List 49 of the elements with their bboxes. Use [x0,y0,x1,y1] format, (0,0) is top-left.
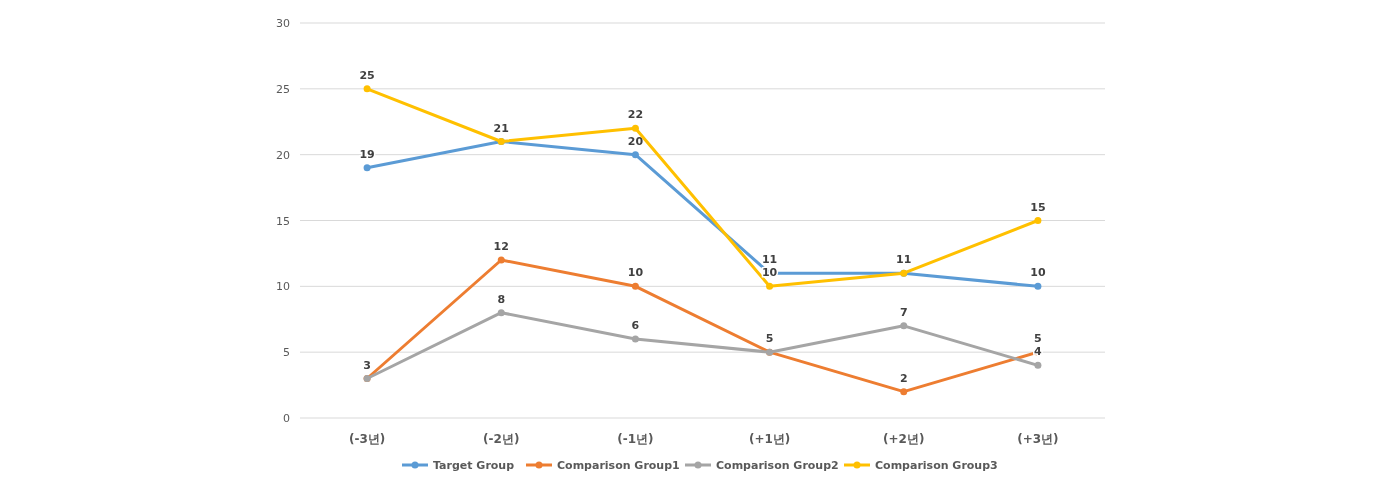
x-tick-label: (-1년) [617,432,654,446]
point [631,151,639,159]
data-label: 5 [1034,332,1042,346]
data-label: 7 [899,305,908,319]
y-tick-label: 25 [276,82,290,96]
data-label: 10 [1030,266,1046,280]
point [900,322,908,330]
data-label: 3 [363,358,371,372]
point [766,282,774,290]
y-tick-label: 10 [276,280,290,294]
point [1034,217,1042,224]
data-label: 2 [899,371,908,385]
point [1034,361,1042,369]
data-label: 21 [493,121,509,135]
point [497,309,505,317]
legend-label: Target Group [433,459,515,472]
y-tick-label: 15 [276,214,290,228]
data-label: 15 [1030,200,1046,214]
data-label: 10 [627,266,644,280]
point [363,164,371,172]
x-tick-label: (+1년) [748,432,791,446]
point [497,256,505,264]
legend-label: Comparison Group2 [716,459,839,472]
y-tick-label: 0 [283,412,290,425]
legend-label: Comparison Group1 [557,459,680,472]
data-label: 6 [631,319,640,332]
y-tick-label: 5 [283,346,290,360]
data-label: 11 [761,253,778,267]
y-tick-label: 30 [276,17,290,30]
data-label: 20 [627,134,644,148]
legend-label: Comparison Group3 [875,459,998,472]
data-label: 25 [359,68,375,82]
point [631,335,639,343]
y-tick-label: 20 [276,148,290,162]
data-label: 11 [896,253,912,267]
data-label: 22 [627,108,644,122]
point [363,85,371,93]
x-tick-label: (+3년) [1017,432,1059,446]
x-tick-label: (+2년) [883,432,925,446]
point [631,124,639,132]
data-label: 5 [765,332,774,346]
x-tick-label: (-2년) [483,432,520,446]
data-label: 12 [493,240,509,253]
point [1034,282,1042,290]
data-label: 8 [497,292,506,306]
point [900,388,908,396]
point [631,282,639,290]
x-tick-label: (-3년) [348,432,386,446]
data-label: 19 [359,147,375,161]
